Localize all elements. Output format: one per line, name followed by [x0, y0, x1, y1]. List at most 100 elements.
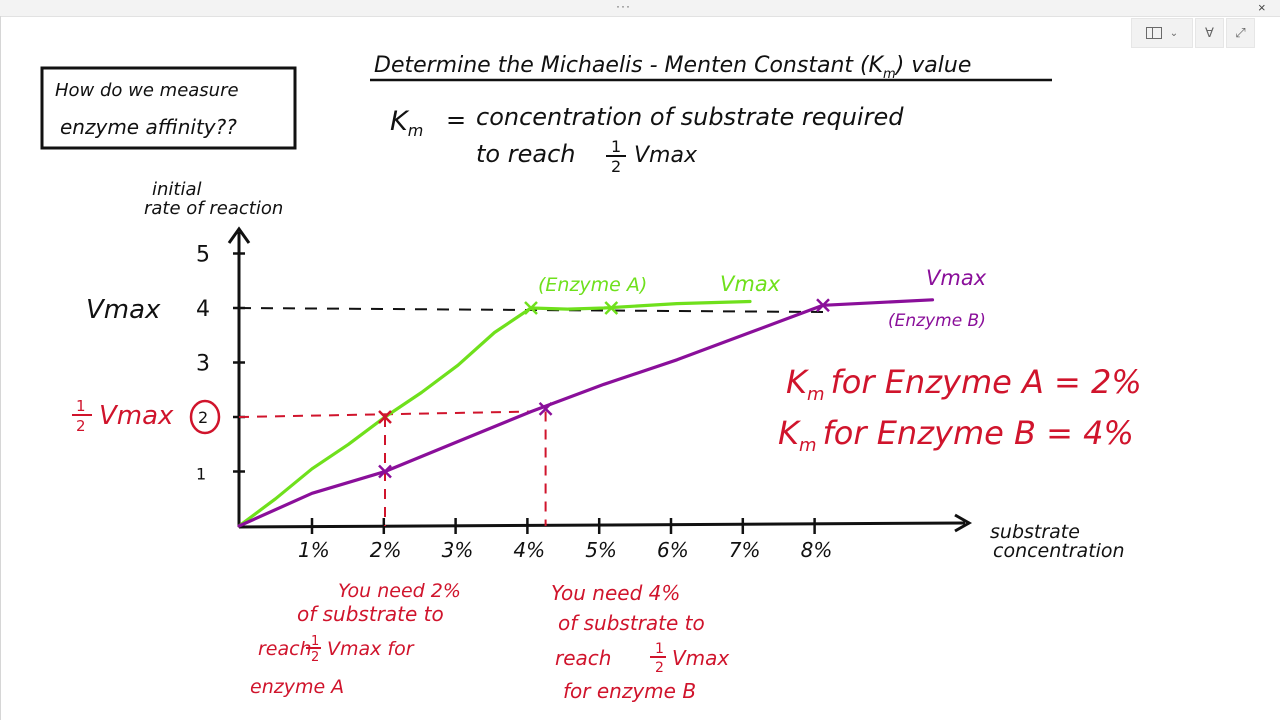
heading-title: Determine the Michaelis - Menten Constan… [374, 53, 971, 82]
definition-symbol-sub: m [408, 121, 424, 140]
note-b-half-num: 1 [655, 641, 664, 657]
markers [378, 298, 830, 479]
note-a-line-2: of substrate to [297, 602, 444, 626]
note-a-line-3-pre: reach [258, 638, 312, 660]
km-a-sym: K [786, 363, 810, 401]
chevron-down-icon: ⌄ [1169, 27, 1179, 39]
series-a-vmax-label: Vmax [720, 272, 781, 296]
y-axis-arrow-icon [227, 226, 251, 244]
definition-equals: = [446, 106, 466, 134]
heading-title-sub: m [883, 67, 896, 82]
window-titlebar: ··· × [0, 0, 1280, 17]
y-axis-title-line-1: initial [152, 179, 202, 200]
drag-grip-icon[interactable]: ··· [616, 0, 631, 13]
km-b-result: Km for Enzyme B = 4% [778, 414, 1134, 456]
y-ticks: 1 2 3 4 5 [189, 243, 245, 484]
definition-symbol-k: K [390, 106, 410, 137]
enzyme-b-marker [378, 464, 392, 479]
y-tick-label: 5 [196, 243, 210, 268]
note-a-line-4: enzyme A [250, 676, 344, 698]
whiteboard-canvas[interactable]: How do we measure enzyme affinity?? Dete… [0, 17, 1280, 720]
note-b-line-3-pre: reach [555, 646, 611, 670]
definition-half-num: 1 [611, 137, 621, 156]
x-tick-label: 6% [657, 538, 689, 562]
km-a-result: Km for Enzyme A = 2% [786, 363, 1142, 405]
enzyme-a-vmax-marker [524, 301, 538, 315]
x-axis [238, 521, 966, 529]
km-a-text: for Enzyme A = 2% [831, 363, 1142, 401]
question-box-border [40, 66, 297, 150]
x-tick-label: 2% [370, 538, 402, 562]
close-icon[interactable]: × [1258, 0, 1266, 15]
vmax-dashed-line [238, 307, 824, 313]
vmax-axis-label: Vmax [86, 295, 161, 325]
x-tick-label: 7% [729, 538, 761, 562]
x-tick-label: 8% [801, 538, 833, 562]
window-edge [0, 16, 1, 720]
split-view-icon [1145, 27, 1162, 39]
note-b-line-3-post: Vmax [672, 646, 729, 670]
heading-title-post: ) value [894, 53, 972, 78]
question-line-1: How do we measure [55, 80, 239, 101]
x-axis-title-line-2: concentration [993, 540, 1125, 562]
half-vmax-dashed-line [238, 410, 532, 418]
definition-half-den: 2 [611, 157, 621, 176]
x-tick-label: 1% [298, 538, 330, 562]
note-a-line-1: You need 2% [338, 580, 461, 602]
note-b-half-den: 2 [655, 660, 664, 676]
board-toolbar: ⌄ ∀ ⤢ [1131, 18, 1255, 48]
half-vmax-den: 2 [76, 417, 86, 435]
note-enzyme-a: You need 2% of substrate to reach 1 2 Vm… [250, 580, 461, 698]
km-b-sym: K [778, 414, 802, 452]
km-results: Km for Enzyme A = 2% Km for Enzyme B = 4% [778, 363, 1142, 456]
x-tick-label: 4% [513, 538, 545, 562]
note-b-line-1: You need 4% [551, 581, 680, 605]
view-mode-button[interactable]: ⌄ [1131, 18, 1193, 48]
definition-line-2-post: Vmax [634, 143, 698, 168]
enzyme-b-half-vmax-marker [538, 401, 553, 416]
note-a-half-num: 1 [311, 634, 319, 649]
expand-button[interactable]: ⤢ [1226, 18, 1255, 48]
note-a-line-3-post: Vmax for [327, 638, 415, 660]
series-a-name: (Enzyme A) [538, 274, 647, 296]
x-tick-label: 3% [442, 538, 474, 562]
series-b-vmax-label: Vmax [926, 266, 987, 290]
curves [237, 298, 935, 528]
filter-icon: ∀ [1205, 25, 1214, 41]
x-tick-label: 5% [585, 538, 617, 562]
half-vmax-label: 1 2 Vmax [72, 397, 174, 435]
km-b-text: for Enzyme B = 4% [823, 414, 1134, 452]
heading: Determine the Michaelis - Menten Constan… [370, 53, 1052, 82]
series-b-name: (Enzyme B) [888, 311, 986, 331]
enzyme-b-vmax-marker [816, 298, 830, 313]
expand-icon: ⤢ [1235, 25, 1246, 41]
y-tick-label: 3 [196, 352, 210, 377]
guide-lines [238, 307, 824, 526]
definition-line-1: concentration of substrate required [476, 103, 904, 131]
half-vmax-text: Vmax [99, 401, 174, 431]
enzyme-a-half-vmax-marker [378, 410, 392, 424]
question-box: How do we measure enzyme affinity?? [40, 66, 297, 150]
x-axis-arrow-icon [954, 513, 973, 533]
y-axis-title-line-2: rate of reaction [144, 198, 283, 219]
question-line-2: enzyme affinity?? [60, 115, 237, 139]
y-tick-label: 1 [196, 465, 206, 484]
heading-title-pre: Determine the Michaelis - Menten Constan… [374, 53, 885, 78]
enzyme-b-curve [237, 298, 935, 528]
chart-axes [227, 226, 973, 533]
km-definition: Km = concentration of substrate required… [390, 103, 904, 176]
note-enzyme-b: You need 4% of substrate to reach 1 2 Vm… [551, 581, 729, 703]
km-b-sub: m [799, 435, 817, 456]
half-vmax-num: 1 [76, 397, 86, 415]
enzyme-a-curve [237, 299, 752, 528]
note-a-half-den: 2 [311, 650, 319, 665]
filter-button[interactable]: ∀ [1195, 18, 1224, 48]
definition-line-2-pre: to reach [476, 140, 575, 168]
note-b-line-4: for enzyme B [563, 679, 696, 703]
y-tick-label: 2 [198, 408, 208, 427]
x-axis-title-line-1: substrate [990, 521, 1080, 543]
enzyme-a-marker [604, 301, 619, 315]
x-ticks: 1% 2% 3% 4% 5% 6% 7% 8% [298, 518, 832, 562]
km-a-sub: m [807, 384, 825, 405]
y-tick-label: 4 [196, 297, 210, 322]
